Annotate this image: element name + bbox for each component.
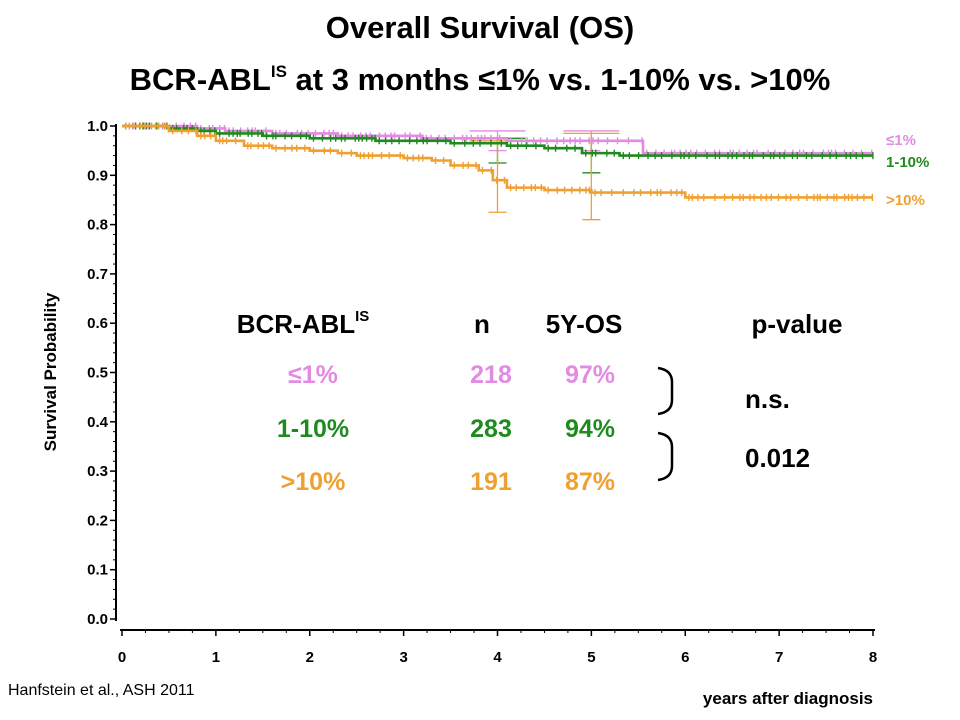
table-header-group: BCR-ABLIS: [237, 308, 370, 339]
chart-title: Overall Survival (OS): [325, 10, 635, 45]
survival-curve: [122, 124, 873, 199]
legend-item: >10%: [886, 192, 925, 209]
x-tick-label: 1: [212, 649, 220, 666]
table-cell-group: ≤1%: [288, 361, 338, 389]
x-tick-label: 5: [587, 649, 595, 666]
y-tick-label: 0.1: [87, 562, 108, 579]
subtitle-suffix: at 3 months ≤1% vs. 1-10% vs. >10%: [286, 62, 831, 97]
survival-curve: [122, 124, 873, 155]
table-header-group-sup: IS: [355, 308, 369, 325]
legend-item: ≤1%: [886, 132, 916, 149]
table-cell-n: 218: [470, 361, 512, 389]
x-tick-label: 6: [681, 649, 689, 666]
table-cell-os: 87%: [565, 468, 615, 496]
x-axis-label: years after diagnosis: [703, 689, 873, 708]
chart-legend: ≤1% 1-10% >10%: [886, 132, 929, 209]
chart-subtitle: BCR-ABLIS at 3 months ≤1% vs. 1-10% vs. …: [0, 62, 960, 98]
survival-curves: [122, 122, 874, 201]
x-tick-label: 7: [775, 649, 783, 666]
bracket-top: [657, 366, 674, 416]
y-tick-label: 0.7: [87, 266, 108, 283]
chart-axes: 0.0 0.1 0.2 0.3 0.4 0.5 0.6 0.7 0.8 0.9 1.0 0 1 2 3 4 5 6…: [87, 118, 877, 666]
y-tick-label: 0.4: [87, 414, 109, 431]
table-cell-os: 94%: [565, 415, 615, 443]
y-tick-label: 0.9: [87, 167, 108, 184]
citation: Hanfstein et al., ASH 2011: [8, 682, 195, 699]
pvalue-top: n.s.: [745, 384, 790, 414]
x-tick-label: 3: [399, 649, 407, 666]
x-tick-label: 4: [493, 649, 502, 666]
table-header-pvalue: p-value: [751, 309, 842, 339]
table-header-os: 5Y-OS: [546, 309, 623, 339]
subtitle-prefix: BCR-ABL: [129, 62, 271, 97]
table-header-group-text: BCR-ABL: [237, 309, 356, 339]
subtitle-superscript: IS: [270, 61, 287, 81]
table-cell-n: 191: [470, 468, 512, 496]
x-tick-label: 8: [869, 649, 877, 666]
bracket-bottom: [657, 431, 674, 482]
survival-table: BCR-ABLIS n 5Y-OS p-value ≤1% 218 97% 1-10%…: [237, 308, 843, 496]
table-cell-group: >10%: [281, 468, 346, 496]
x-tick-label: 0: [118, 649, 126, 666]
censor-marks: [125, 122, 874, 201]
table-cell-group: 1-10%: [277, 415, 349, 443]
y-tick-label: 0.8: [87, 217, 108, 234]
y-tick-label: 0.3: [87, 463, 108, 480]
table-row: ≤1% 218 97%: [288, 361, 615, 389]
y-tick-label: 0.2: [87, 512, 108, 529]
legend-item: 1-10%: [886, 154, 929, 171]
table-cell-n: 283: [470, 415, 512, 443]
table-rows: ≤1% 218 97% 1-10% 283 94% >10% 191 87%: [277, 361, 615, 496]
pvalue-bottom: 0.012: [745, 443, 810, 473]
x-tick-label: 2: [306, 649, 314, 666]
y-axis-label: Survival Probability: [41, 292, 60, 451]
y-tick-label: 0.6: [87, 315, 108, 332]
table-row: 1-10% 283 94%: [277, 415, 615, 443]
table-cell-os: 97%: [565, 361, 615, 389]
y-tick-label: 0.0: [87, 611, 108, 628]
table-header-n: n: [474, 309, 490, 339]
y-tick-label: 1.0: [87, 118, 108, 135]
y-tick-label: 0.5: [87, 365, 108, 382]
table-row: >10% 191 87%: [281, 468, 615, 496]
